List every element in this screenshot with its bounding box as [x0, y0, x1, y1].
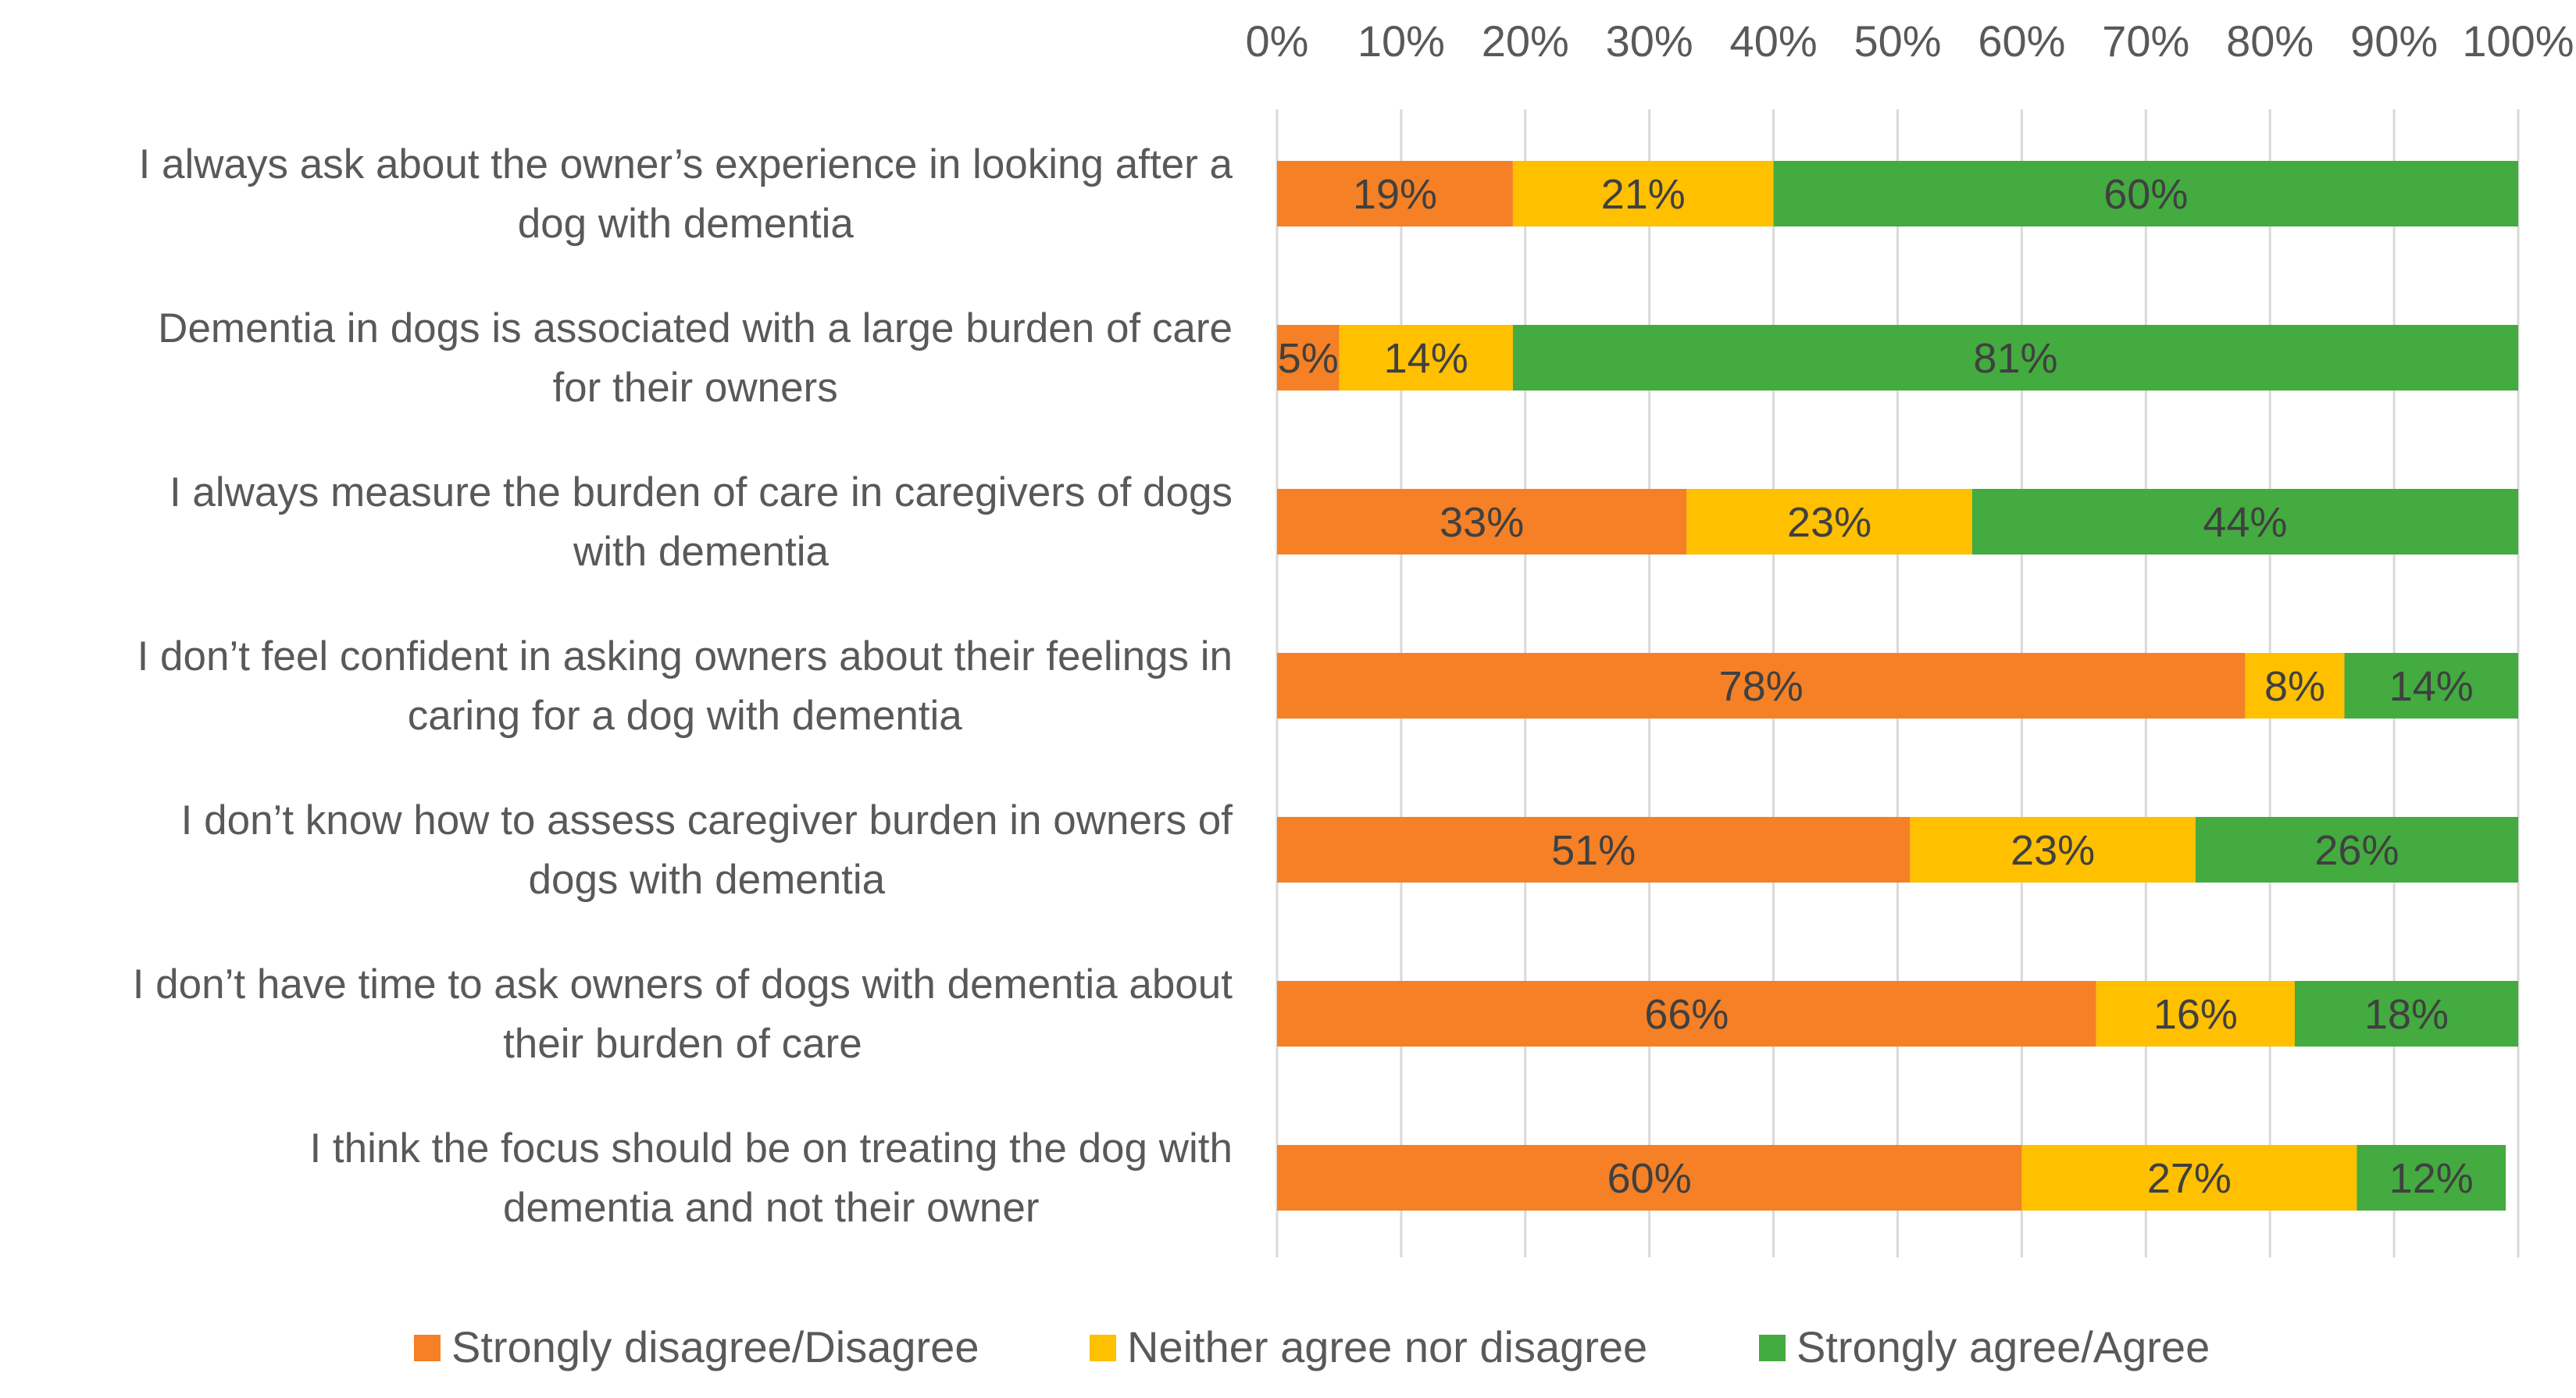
data-label: 27% [2147, 1155, 2232, 1202]
data-label: 44% [2203, 499, 2287, 546]
category-label-line: caring for a dog with dementia [408, 693, 963, 739]
category-label-line: dementia and not their owner [503, 1185, 1040, 1231]
data-label: 14% [2389, 663, 2474, 710]
legend-swatch-2 [1090, 1335, 1116, 1361]
x-tick-label: 60% [1978, 16, 2065, 66]
legend-swatch-1 [414, 1335, 441, 1361]
x-tick-label: 50% [1854, 16, 1941, 66]
bar-segment-1-row-4 [1277, 653, 2246, 719]
category-label-line: Dementia in dogs is associated with a la… [158, 305, 1233, 351]
x-axis-ticks: 0% 10% 20% 30% 40% 50% 60% 70% 80% 90% 100% [1246, 16, 2574, 66]
category-label-line: I always measure the burden of care in c… [169, 469, 1233, 515]
bar-segment-2-row-1 [1512, 161, 1774, 226]
legend-label-1: Strongly disagree/Disagree [451, 1322, 979, 1371]
x-tick-label: 20% [1482, 16, 1569, 66]
data-label: 23% [1787, 499, 1871, 546]
data-label: 5% [1278, 335, 1339, 382]
bar-segment-3-row-2 [1512, 325, 2518, 391]
bar-segment-2-row-6 [2096, 981, 2295, 1047]
data-label: 14% [1384, 335, 1468, 382]
bar-segment-1-row-1 [1277, 161, 1513, 226]
category-label-line: I always ask about the owner’s experienc… [139, 141, 1233, 187]
bar-segment-3-row-1 [1773, 161, 2518, 226]
x-tick-label: 70% [2102, 16, 2189, 66]
data-label: 19% [1353, 171, 1437, 218]
data-label: 51% [1551, 827, 1636, 874]
data-label: 60% [2103, 171, 2188, 218]
data-label: 18% [2364, 991, 2449, 1038]
data-label: 78% [1719, 663, 1804, 710]
category-labels: I always ask about the owner’s experienc… [133, 141, 1233, 1231]
category-label-line: their burden of care [503, 1021, 862, 1067]
bar-segment-2-row-2 [1339, 325, 1513, 391]
legend: Strongly disagree/Disagree Neither agree … [414, 1322, 2210, 1371]
bar-segment-2-row-4 [2245, 653, 2345, 719]
x-tick-label: 30% [1606, 16, 1693, 66]
category-label-line: I don’t feel confident in asking owners … [137, 633, 1233, 679]
bar-segment-3-row-6 [2294, 981, 2518, 1047]
data-label: 8% [2264, 663, 2325, 710]
bar-segment-3-row-7 [2357, 1145, 2506, 1211]
data-label: 21% [1601, 171, 1686, 218]
bar-segment-3-row-3 [1971, 489, 2518, 555]
bar-segment-3-row-4 [2344, 653, 2518, 719]
bar-segment-1-row-3 [1277, 489, 1687, 555]
bar-segment-2-row-3 [1686, 489, 1972, 555]
x-tick-label: 80% [2226, 16, 2314, 66]
bar-segment-2-row-5 [1910, 817, 2196, 883]
x-tick-label: 100% [2462, 16, 2574, 66]
bar-segment-2-row-7 [2021, 1145, 2357, 1211]
data-label: 26% [2314, 827, 2399, 874]
legend-label-3: Strongly agree/Agree [1796, 1322, 2210, 1371]
bar-segment-1-row-7 [1277, 1145, 2022, 1211]
legend-label-2: Neither agree nor disagree [1127, 1322, 1647, 1371]
data-label: 60% [1607, 1155, 1692, 1202]
data-label: 16% [2153, 991, 2238, 1038]
x-tick-label: 40% [1730, 16, 1818, 66]
bar-segment-3-row-5 [2195, 817, 2518, 883]
category-label-line: I think the focus should be on treating … [309, 1125, 1233, 1172]
category-label-line: for their owners [552, 365, 837, 411]
data-label: 12% [2389, 1155, 2474, 1202]
x-tick-label: 10% [1358, 16, 1445, 66]
category-label-line: with dementia [573, 529, 830, 575]
category-label-line: I don’t have time to ask owners of dogs … [133, 961, 1233, 1007]
data-label: 33% [1440, 499, 1524, 546]
data-label: 23% [2010, 827, 2095, 874]
bars: 19% 21% 60% 5% 14% 81% 33% 23% 44% 78% 8% 14% 51% 23%… [1277, 161, 2518, 1211]
bar-segment-1-row-6 [1277, 981, 2096, 1047]
category-label-line: dog with dementia [518, 201, 855, 247]
category-label-line: dogs with dementia [529, 857, 886, 903]
category-label-line: I don’t know how to assess caregiver bur… [181, 797, 1233, 843]
bar-segment-1-row-5 [1277, 817, 1911, 883]
bar-segment-1-row-2 [1277, 325, 1340, 391]
legend-swatch-3 [1759, 1335, 1786, 1361]
x-tick-label: 0% [1246, 16, 1309, 66]
data-label: 66% [1644, 991, 1729, 1038]
x-tick-label: 90% [2350, 16, 2438, 66]
data-label: 81% [1973, 335, 2057, 382]
